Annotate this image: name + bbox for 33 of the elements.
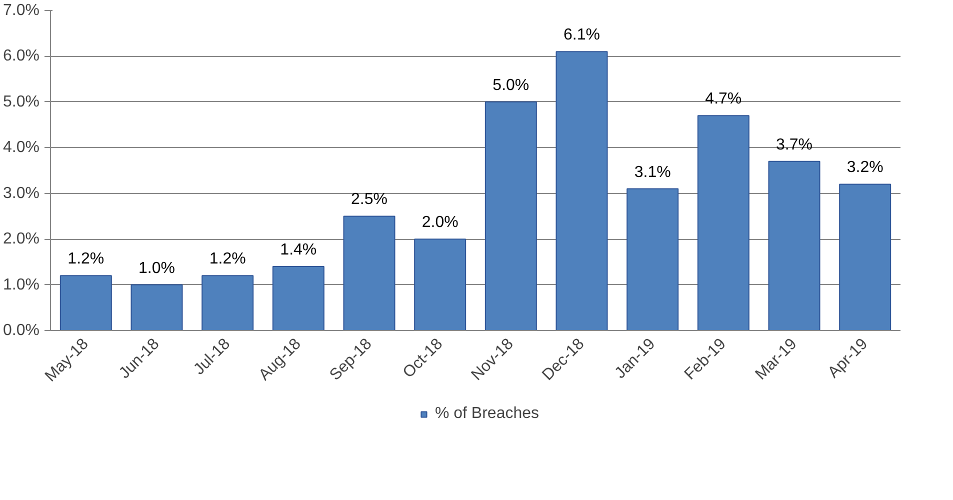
bar (626, 188, 679, 330)
data-label: 4.7% (705, 90, 742, 108)
y-tick-label: 4.0% (3, 139, 40, 156)
bar (839, 184, 892, 330)
data-label: 1.2% (209, 250, 246, 268)
data-label: 3.1% (634, 164, 671, 181)
bar (272, 266, 324, 330)
bar (556, 51, 608, 330)
bar (60, 275, 112, 330)
data-label: 3.2% (846, 159, 884, 176)
data-label: 3.7% (776, 136, 812, 154)
data-label: 2.0% (422, 214, 458, 232)
data-label: 5.0% (492, 76, 530, 94)
data-label: 1.0% (138, 260, 175, 277)
y-tick-label: 7.0% (3, 2, 40, 19)
y-tick-label: 5.0% (3, 93, 40, 110)
data-label: 1.4% (280, 242, 317, 258)
legend-label: % of Breaches (434, 405, 540, 423)
bar (343, 216, 396, 330)
bar (768, 160, 820, 330)
y-tick-label: 0.0% (3, 322, 40, 339)
data-label: 1.2% (68, 250, 104, 268)
data-label: 6.1% (564, 26, 600, 44)
y-tick-label: 1.0% (3, 276, 40, 294)
bar (130, 284, 183, 330)
bar (202, 275, 254, 330)
y-tick-label: 3.0% (3, 184, 40, 202)
bar (484, 101, 537, 330)
y-tick-label: 6.0% (3, 48, 40, 65)
y-tick-label: 2.0% (3, 230, 40, 248)
data-label: 2.5% (351, 191, 388, 208)
bar (697, 115, 750, 330)
bar (414, 238, 466, 330)
